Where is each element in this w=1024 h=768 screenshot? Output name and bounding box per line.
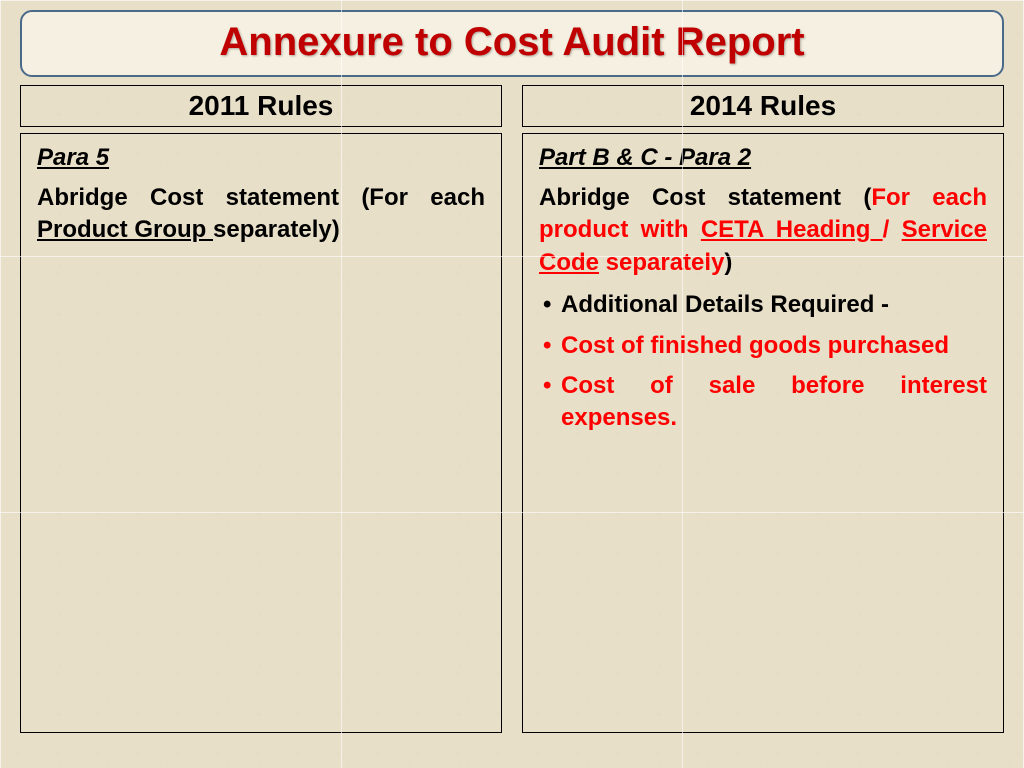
bullet-item: Cost of sale before interest expenses. xyxy=(539,370,987,435)
page-title: Annexure to Cost Audit Report xyxy=(22,20,1002,65)
right-body: Part B & C - Para 2 Abridge Cost stateme… xyxy=(522,133,1004,733)
bullet-item: Cost of finished goods purchased xyxy=(539,330,987,362)
right-text-suffix: ) xyxy=(724,249,732,276)
comparison-columns: 2011 Rules Para 5 Abridge Cost statement… xyxy=(20,85,1004,733)
left-body: Para 5 Abridge Cost statement (For each … xyxy=(20,133,502,733)
right-bullet-list: Additional Details Required - Cost of fi… xyxy=(539,289,987,435)
left-body-text: Abridge Cost statement (For each Product… xyxy=(37,182,485,247)
right-header: 2014 Rules xyxy=(522,85,1004,127)
right-body-text: Abridge Cost statement (For each product… xyxy=(539,182,987,279)
right-red-part2: separately xyxy=(599,249,724,276)
right-red-u1: CETA Heading xyxy=(701,216,883,243)
left-para-label: Para 5 xyxy=(37,144,485,172)
right-text-prefix: Abridge Cost statement ( xyxy=(539,184,871,211)
left-text-suffix: separately) xyxy=(213,216,340,243)
left-text-prefix: Abridge Cost statement (For each xyxy=(37,184,485,211)
left-header: 2011 Rules xyxy=(20,85,502,127)
right-column: 2014 Rules Part B & C - Para 2 Abridge C… xyxy=(522,85,1004,733)
right-para-label: Part B & C - Para 2 xyxy=(539,144,987,172)
left-column: 2011 Rules Para 5 Abridge Cost statement… xyxy=(20,85,502,733)
left-text-underlined: Product Group xyxy=(37,216,213,243)
bullet-item: Additional Details Required - xyxy=(539,289,987,321)
right-red-slash: / xyxy=(883,216,902,243)
title-container: Annexure to Cost Audit Report xyxy=(20,10,1004,77)
